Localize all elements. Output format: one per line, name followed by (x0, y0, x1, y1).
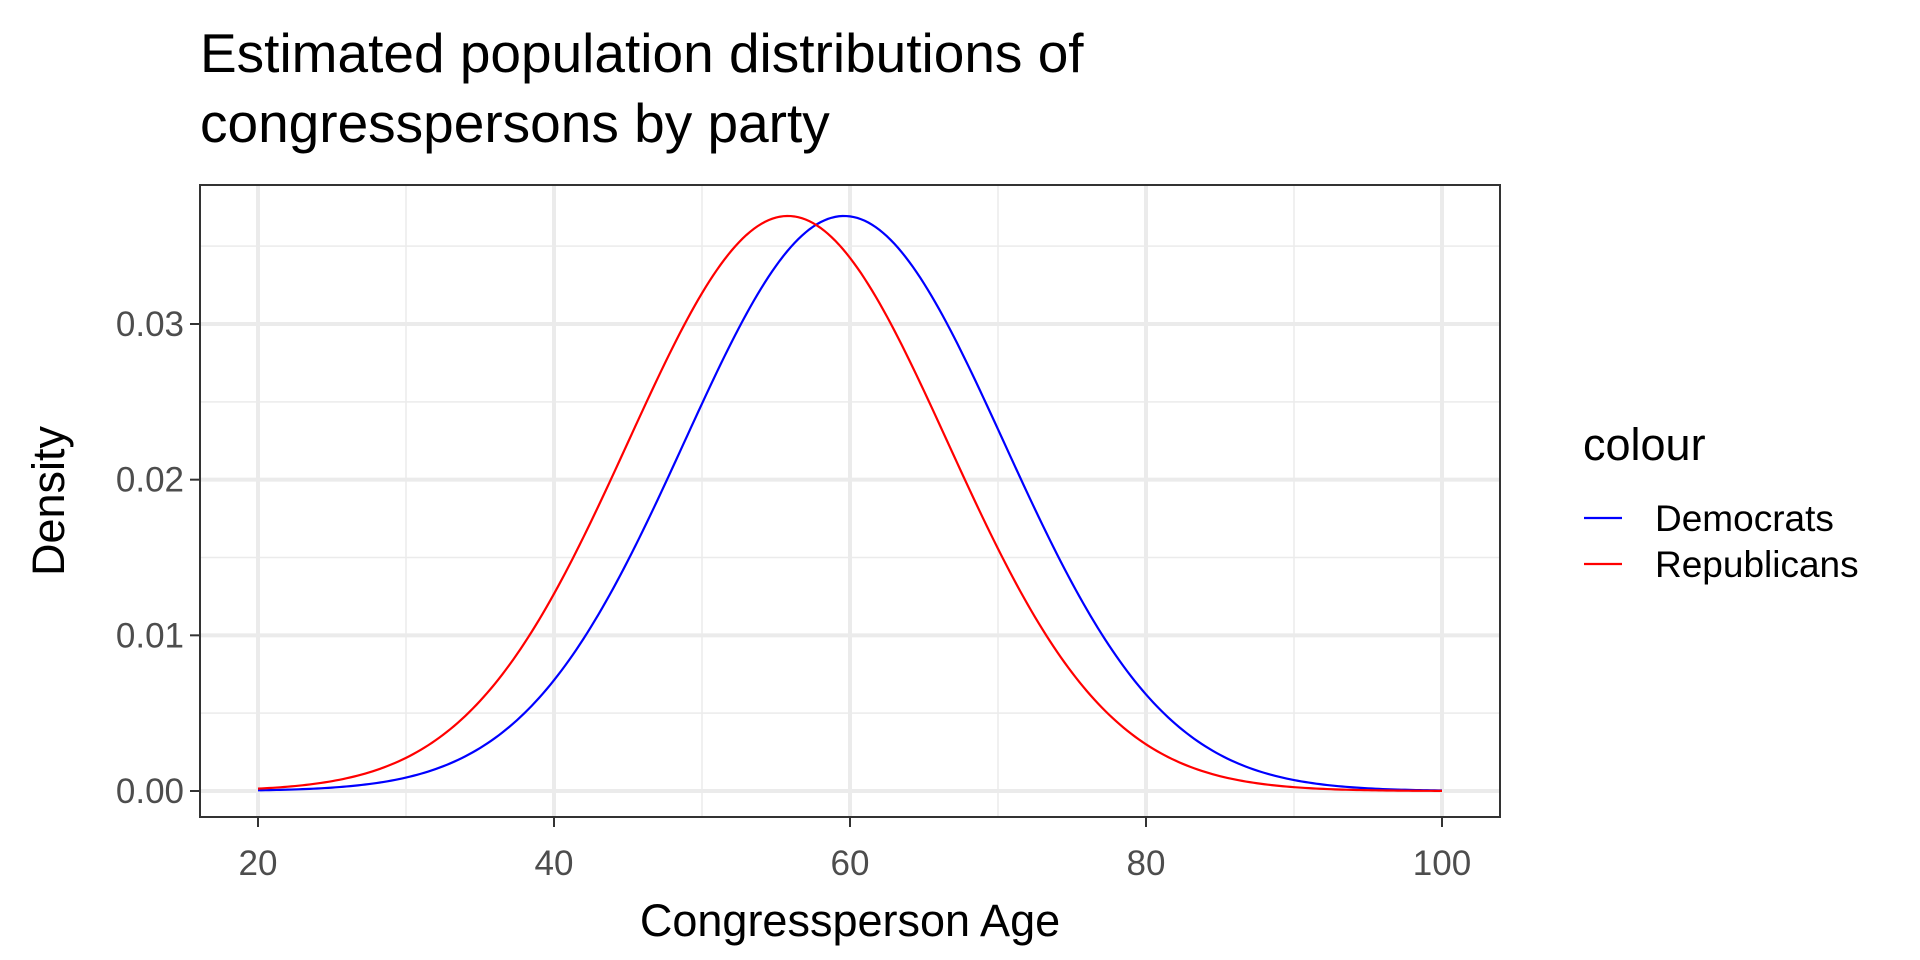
y-tick-label: 0.02 (116, 461, 184, 500)
legend: colour Democrats Republicans (1583, 419, 1859, 585)
y-axis-title: Density (23, 425, 74, 576)
chart-title-line-1: Estimated population distributions of (200, 22, 1084, 84)
legend-label-democrats: Democrats (1655, 498, 1834, 539)
x-tick-label: 40 (535, 844, 574, 883)
x-axis-title: Congressperson Age (640, 895, 1060, 946)
x-tick-label: 20 (239, 844, 278, 883)
grid-layer (200, 185, 1500, 817)
series-line-republicans (257, 214, 1443, 792)
legend-label-republicans: Republicans (1655, 544, 1859, 585)
series-layer (257, 214, 1443, 792)
x-tick-label: 80 (1127, 844, 1166, 883)
y-tick-label: 0.00 (116, 772, 184, 811)
legend-items: Democrats Republicans (1584, 498, 1859, 585)
axis-layer: 20 40 60 80 100 0.00 0.01 0.02 0.03 (116, 305, 1471, 883)
y-tick-label: 0.01 (116, 616, 184, 655)
series-line-democrats (257, 214, 1443, 792)
y-tick-label: 0.03 (116, 305, 184, 344)
x-tick-label: 60 (831, 844, 870, 883)
chart-title-line-2: congresspersons by party (200, 92, 830, 154)
x-tick-label: 100 (1413, 844, 1471, 883)
legend-title: colour (1583, 419, 1706, 470)
